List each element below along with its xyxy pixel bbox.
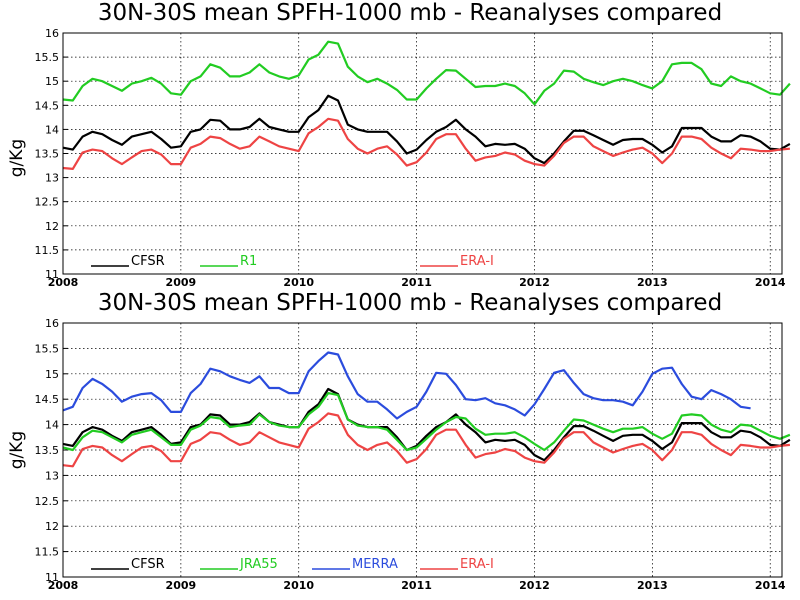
y-tick-label: 14.5	[35, 393, 60, 406]
bottom-series-lines	[62, 351, 791, 468]
panel-bottom: 30N-30S mean SPFH-1000 mb - Reanalyses c…	[7, 290, 791, 592]
bottom-legend: CFSR JRA55 MERRA ERA-I	[91, 557, 494, 572]
y-tick-label: 15	[45, 368, 59, 381]
x-tick-label: 2012	[519, 579, 550, 592]
y-tick-label: 12	[45, 220, 59, 233]
legend-label-cfsr: CFSR	[131, 254, 165, 269]
series-line-r1	[62, 40, 791, 106]
bottom-tick-labels: 11 11.5 12 12.5 13 13.5 14 14.5 15 15.5 16 2008 2009…	[35, 317, 786, 592]
x-tick-label: 2014	[755, 276, 786, 289]
y-tick-label: 16	[45, 27, 59, 40]
y-tick-label: 14.5	[35, 99, 60, 112]
y-tick-label: 11.5	[35, 244, 60, 257]
y-tick-label: 13.5	[35, 148, 60, 161]
y-tick-label: 14	[45, 419, 59, 432]
y-tick-label: 13.5	[35, 444, 60, 457]
bottom-gridlines	[63, 322, 782, 578]
top-y-axis-label: g/Kg	[7, 139, 27, 177]
y-tick-label: 11	[45, 268, 59, 281]
x-tick-label: 2010	[283, 579, 314, 592]
bottom-plot-frame	[62, 322, 783, 578]
x-tick-label: 2009	[166, 276, 197, 289]
series-line-era-i	[62, 412, 791, 468]
y-tick-label: 15	[45, 75, 59, 88]
legend-label-r1: R1	[240, 254, 257, 269]
legend-label-era-i: ERA-I	[460, 557, 494, 572]
x-tick-label: 2010	[283, 276, 314, 289]
series-line-jra55	[62, 392, 791, 452]
y-tick-label: 12.5	[35, 196, 60, 209]
top-series-lines	[62, 40, 791, 170]
y-tick-label: 13	[45, 172, 59, 185]
bottom-chart-title: 30N-30S mean SPFH-1000 mb - Reanalyses c…	[98, 290, 722, 316]
y-tick-label: 13	[45, 469, 59, 482]
top-chart-title: 30N-30S mean SPFH-1000 mb - Reanalyses c…	[98, 0, 722, 26]
x-tick-label: 2012	[519, 276, 550, 289]
y-tick-label: 11	[45, 571, 59, 584]
y-tick-label: 14	[45, 123, 59, 136]
legend-label-jra55: JRA55	[239, 557, 278, 572]
top-legend: CFSR R1 ERA-I	[91, 254, 494, 269]
y-tick-label: 15.5	[35, 51, 60, 64]
top-plot-frame	[62, 32, 783, 275]
y-tick-label: 11.5	[35, 546, 60, 559]
x-tick-label: 2013	[637, 276, 668, 289]
y-tick-label: 12	[45, 520, 59, 533]
series-line-era-i	[62, 117, 790, 170]
legend-label-era-i: ERA-I	[460, 254, 494, 269]
series-line-cfsr	[62, 94, 791, 165]
series-line-cfsr	[62, 387, 791, 462]
y-tick-label: 12.5	[35, 495, 60, 508]
bottom-y-axis-label: g/Kg	[7, 431, 27, 469]
x-tick-label: 2009	[166, 579, 197, 592]
legend-label-merra: MERRA	[352, 557, 398, 572]
panel-top: 30N-30S mean SPFH-1000 mb - Reanalyses c…	[7, 0, 791, 289]
y-tick-label: 16	[45, 317, 59, 330]
series-line-merra	[62, 351, 751, 420]
legend-label-cfsr: CFSR	[131, 557, 165, 572]
x-tick-label: 2013	[637, 579, 668, 592]
x-tick-label: 2008	[48, 276, 79, 289]
x-tick-label: 2008	[48, 579, 79, 592]
top-tick-labels: 11 11.5 12 12.5 13 13.5 14 14.5 15 15.5 16 2008 2009…	[35, 27, 786, 289]
x-tick-label: 2011	[401, 579, 432, 592]
y-tick-label: 15.5	[35, 342, 60, 355]
top-gridlines	[63, 32, 782, 275]
x-tick-label: 2014	[755, 579, 786, 592]
x-tick-label: 2011	[401, 276, 432, 289]
